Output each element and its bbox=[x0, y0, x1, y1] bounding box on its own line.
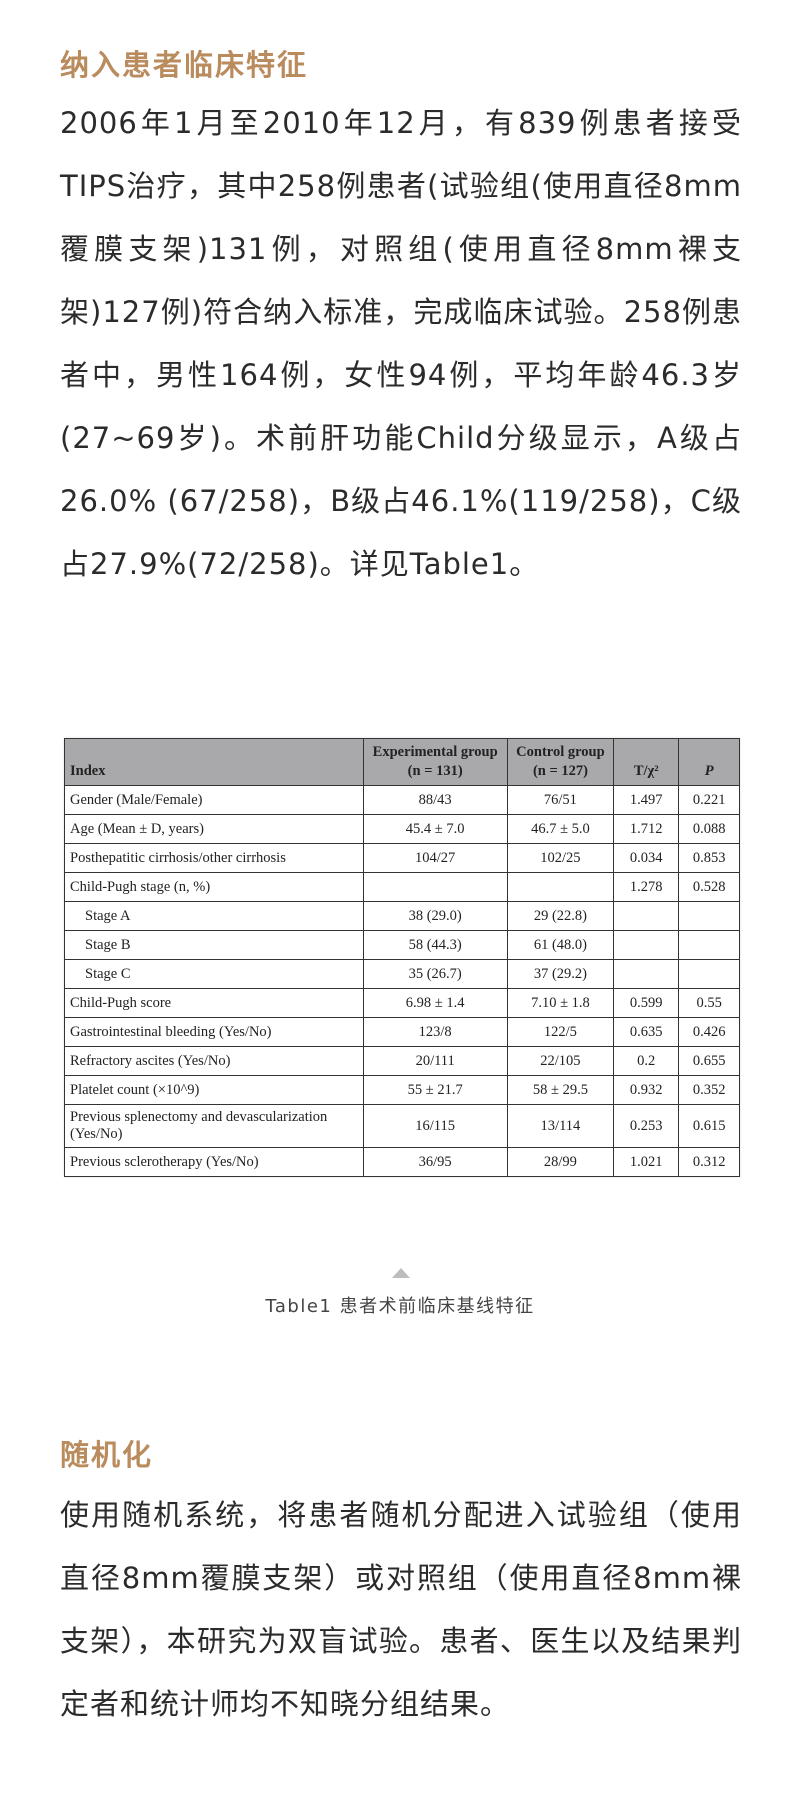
table-row: Previous splenectomy and devascularizati… bbox=[64, 1104, 740, 1148]
cell-control: 46.7 ± 5.0 bbox=[506, 814, 615, 844]
header-index: Index bbox=[64, 738, 364, 786]
header-experimental: Experimental group (n = 131) bbox=[362, 738, 508, 786]
table-row: Gastrointestinal bleeding (Yes/No) 123/8 1… bbox=[64, 1017, 740, 1047]
cell-index: Stage B bbox=[64, 930, 364, 960]
cell-control: 76/51 bbox=[506, 785, 615, 815]
table-row: Stage C 35 (26.7) 37 (29.2) bbox=[64, 959, 740, 989]
cell-control bbox=[506, 872, 615, 902]
cell-control: 102/25 bbox=[506, 843, 615, 873]
section-title-inclusion: 纳入患者临床特征 bbox=[60, 48, 309, 82]
cell-t-chi2: 0.635 bbox=[613, 1017, 680, 1047]
cell-index: Stage C bbox=[64, 959, 364, 989]
cell-index: Child-Pugh stage (n, %) bbox=[64, 872, 364, 902]
cell-experimental bbox=[362, 872, 508, 902]
cell-t-chi2: 0.932 bbox=[613, 1075, 680, 1105]
cell-control: 37 (29.2) bbox=[506, 959, 615, 989]
cell-p: 0.312 bbox=[678, 1147, 740, 1177]
header-p: P bbox=[678, 738, 740, 786]
cell-p: 0.55 bbox=[678, 988, 740, 1018]
cell-control: 28/99 bbox=[506, 1147, 615, 1177]
cell-experimental: 38 (29.0) bbox=[362, 901, 508, 931]
section-title-randomization: 随机化 bbox=[60, 1438, 154, 1472]
table-caption: Table1 患者术前临床基线特征 bbox=[265, 1296, 535, 1317]
cell-t-chi2: 0.2 bbox=[613, 1046, 680, 1076]
cell-experimental: 88/43 bbox=[362, 785, 508, 815]
table-row: Stage A 38 (29.0) 29 (22.8) bbox=[64, 901, 740, 931]
cell-t-chi2: 1.712 bbox=[613, 814, 680, 844]
cell-p: 0.655 bbox=[678, 1046, 740, 1076]
cell-p: 0.853 bbox=[678, 843, 740, 873]
cell-t-chi2 bbox=[613, 901, 680, 931]
cell-t-chi2: 1.021 bbox=[613, 1147, 680, 1177]
cell-p bbox=[678, 901, 740, 931]
cell-t-chi2: 0.253 bbox=[613, 1104, 680, 1148]
cell-experimental: 55 ± 21.7 bbox=[362, 1075, 508, 1105]
cell-index: Posthepatitic cirrhosis/other cirrhosis bbox=[64, 843, 364, 873]
cell-t-chi2: 1.278 bbox=[613, 872, 680, 902]
table-row: Posthepatitic cirrhosis/other cirrhosis 1… bbox=[64, 843, 740, 873]
inclusion-paragraph: 2006年1月至2010年12月，有839例患者接受TIPS治疗，其中258例患… bbox=[60, 106, 742, 581]
table-row: Previous sclerotherapy (Yes/No) 36/95 28/9… bbox=[64, 1147, 740, 1177]
caption-triangle-icon bbox=[392, 1268, 410, 1278]
header-t-chi2: T/χ² bbox=[613, 738, 680, 786]
cell-p bbox=[678, 959, 740, 989]
baseline-table: Index Experimental group (n = 131) Contr… bbox=[64, 738, 740, 1177]
randomization-paragraph: 使用随机系统，将患者随机分配进入试验组（使用直径8mm覆膜支架）或对照组（使用直… bbox=[60, 1498, 742, 1721]
cell-p: 0.426 bbox=[678, 1017, 740, 1047]
cell-index: Previous sclerotherapy (Yes/No) bbox=[64, 1147, 364, 1177]
cell-t-chi2: 0.599 bbox=[613, 988, 680, 1018]
table-row: Child-Pugh score 6.98 ± 1.4 7.10 ± 1.8 0.59… bbox=[64, 988, 740, 1018]
cell-p: 0.528 bbox=[678, 872, 740, 902]
table-row: Refractory ascites (Yes/No) 20/111 22/105 0… bbox=[64, 1046, 740, 1076]
baseline-table-image: Index Experimental group (n = 131) Contr… bbox=[64, 738, 740, 1177]
table-row: Platelet count (×10^9) 55 ± 21.7 58 ± 29.5… bbox=[64, 1075, 740, 1105]
cell-control: 22/105 bbox=[506, 1046, 615, 1076]
cell-index: Child-Pugh score bbox=[64, 988, 364, 1018]
cell-t-chi2 bbox=[613, 930, 680, 960]
table-row: Child-Pugh stage (n, %) 1.278 0.528 bbox=[64, 872, 740, 902]
cell-index: Refractory ascites (Yes/No) bbox=[64, 1046, 364, 1076]
cell-p: 0.352 bbox=[678, 1075, 740, 1105]
table-row: Gender (Male/Female) 88/43 76/51 1.497 0.221 bbox=[64, 785, 740, 815]
cell-t-chi2: 1.497 bbox=[613, 785, 680, 815]
cell-index: Gastrointestinal bleeding (Yes/No) bbox=[64, 1017, 364, 1047]
cell-control: 7.10 ± 1.8 bbox=[506, 988, 615, 1018]
cell-experimental: 6.98 ± 1.4 bbox=[362, 988, 508, 1018]
cell-control: 29 (22.8) bbox=[506, 901, 615, 931]
cell-experimental: 20/111 bbox=[362, 1046, 508, 1076]
cell-index: Platelet count (×10^9) bbox=[64, 1075, 364, 1105]
cell-experimental: 36/95 bbox=[362, 1147, 508, 1177]
cell-p bbox=[678, 930, 740, 960]
cell-index: Age (Mean ± D, years) bbox=[64, 814, 364, 844]
cell-experimental: 45.4 ± 7.0 bbox=[362, 814, 508, 844]
cell-control: 61 (48.0) bbox=[506, 930, 615, 960]
cell-index: Previous splenectomy and devascularizati… bbox=[64, 1104, 364, 1148]
header-control: Control group (n = 127) bbox=[506, 738, 615, 786]
cell-p: 0.088 bbox=[678, 814, 740, 844]
table-row: Stage B 58 (44.3) 61 (48.0) bbox=[64, 930, 740, 960]
cell-index: Stage A bbox=[64, 901, 364, 931]
table-row: Age (Mean ± D, years) 45.4 ± 7.0 46.7 ± 5.… bbox=[64, 814, 740, 844]
cell-p: 0.615 bbox=[678, 1104, 740, 1148]
cell-experimental: 123/8 bbox=[362, 1017, 508, 1047]
cell-control: 122/5 bbox=[506, 1017, 615, 1047]
cell-experimental: 16/115 bbox=[362, 1104, 508, 1148]
cell-experimental: 58 (44.3) bbox=[362, 930, 508, 960]
cell-experimental: 104/27 bbox=[362, 843, 508, 873]
cell-control: 58 ± 29.5 bbox=[506, 1075, 615, 1105]
cell-control: 13/114 bbox=[506, 1104, 615, 1148]
cell-t-chi2 bbox=[613, 959, 680, 989]
cell-index: Gender (Male/Female) bbox=[64, 785, 364, 815]
cell-p: 0.221 bbox=[678, 785, 740, 815]
cell-experimental: 35 (26.7) bbox=[362, 959, 508, 989]
cell-t-chi2: 0.034 bbox=[613, 843, 680, 873]
table-header-row: Index Experimental group (n = 131) Contr… bbox=[64, 738, 740, 786]
